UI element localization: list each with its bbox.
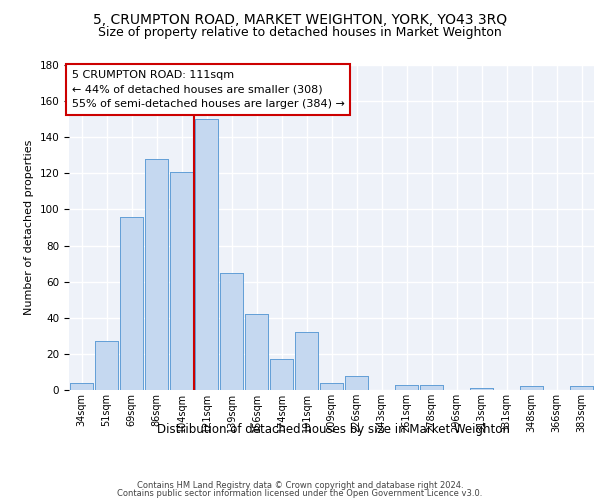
Text: Contains HM Land Registry data © Crown copyright and database right 2024.: Contains HM Land Registry data © Crown c…: [137, 481, 463, 490]
Bar: [295, 332, 318, 390]
Text: Size of property relative to detached houses in Market Weighton: Size of property relative to detached ho…: [98, 26, 502, 39]
Bar: [520, 386, 543, 390]
Bar: [195, 119, 218, 390]
Bar: [270, 360, 293, 390]
Bar: [395, 384, 418, 390]
Text: Distribution of detached houses by size in Market Weighton: Distribution of detached houses by size …: [157, 422, 509, 436]
Bar: [245, 314, 268, 390]
Bar: [95, 341, 118, 390]
Bar: [270, 360, 293, 390]
Bar: [570, 386, 593, 390]
Bar: [395, 384, 418, 390]
Bar: [320, 383, 343, 390]
Bar: [95, 341, 118, 390]
Text: 5, CRUMPTON ROAD, MARKET WEIGHTON, YORK, YO43 3RQ: 5, CRUMPTON ROAD, MARKET WEIGHTON, YORK,…: [93, 12, 507, 26]
Bar: [220, 272, 243, 390]
Bar: [170, 172, 193, 390]
Bar: [195, 119, 218, 390]
Bar: [420, 384, 443, 390]
Bar: [70, 383, 93, 390]
Text: 5 CRUMPTON ROAD: 111sqm
← 44% of detached houses are smaller (308)
55% of semi-d: 5 CRUMPTON ROAD: 111sqm ← 44% of detache…: [71, 70, 344, 110]
Bar: [470, 388, 493, 390]
Bar: [70, 383, 93, 390]
Bar: [345, 376, 368, 390]
Bar: [145, 159, 168, 390]
Bar: [220, 272, 243, 390]
Bar: [170, 172, 193, 390]
Bar: [145, 159, 168, 390]
Bar: [295, 332, 318, 390]
Y-axis label: Number of detached properties: Number of detached properties: [24, 140, 34, 315]
Bar: [120, 216, 143, 390]
Bar: [320, 383, 343, 390]
Bar: [345, 376, 368, 390]
Bar: [570, 386, 593, 390]
Text: Contains public sector information licensed under the Open Government Licence v3: Contains public sector information licen…: [118, 488, 482, 498]
Bar: [470, 388, 493, 390]
Bar: [245, 314, 268, 390]
Bar: [420, 384, 443, 390]
Bar: [120, 216, 143, 390]
Bar: [520, 386, 543, 390]
